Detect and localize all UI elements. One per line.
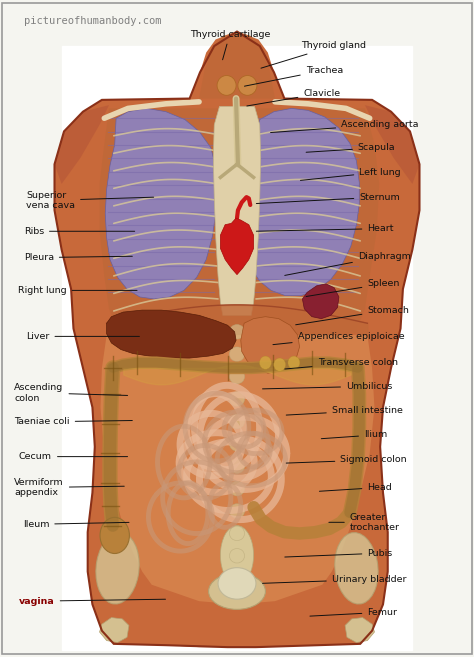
Text: Ribs: Ribs <box>24 227 135 236</box>
Ellipse shape <box>229 571 245 585</box>
Text: Trachea: Trachea <box>245 66 343 86</box>
Polygon shape <box>220 218 254 275</box>
Text: Pleura: Pleura <box>24 253 132 262</box>
Ellipse shape <box>229 392 245 406</box>
Ellipse shape <box>229 549 245 563</box>
Text: Right lung: Right lung <box>18 286 137 295</box>
Ellipse shape <box>229 436 245 451</box>
Polygon shape <box>55 32 419 647</box>
Ellipse shape <box>238 76 257 95</box>
Ellipse shape <box>229 482 245 496</box>
Text: pictureofhumanbody.com: pictureofhumanbody.com <box>24 16 161 26</box>
Text: vagina: vagina <box>19 597 165 606</box>
Text: Superior
vena cava: Superior vena cava <box>26 191 154 210</box>
Text: Taeniae coli: Taeniae coli <box>14 417 132 426</box>
Ellipse shape <box>218 568 256 599</box>
Text: Femur: Femur <box>310 608 397 617</box>
Polygon shape <box>345 618 374 643</box>
Polygon shape <box>105 108 217 299</box>
Text: Liver: Liver <box>26 332 139 341</box>
Text: Ascending
colon: Ascending colon <box>14 383 128 403</box>
Text: Left lung: Left lung <box>301 168 401 181</box>
Text: Small intestine: Small intestine <box>286 406 403 415</box>
Polygon shape <box>244 108 359 296</box>
Ellipse shape <box>96 533 139 604</box>
Text: Diaphragm: Diaphragm <box>285 252 411 275</box>
Ellipse shape <box>229 347 245 361</box>
Ellipse shape <box>288 356 300 369</box>
Ellipse shape <box>229 459 245 474</box>
Ellipse shape <box>220 526 254 585</box>
Text: Pubis: Pubis <box>285 549 392 558</box>
Polygon shape <box>199 32 275 99</box>
Bar <box>62 46 412 650</box>
Ellipse shape <box>229 526 245 541</box>
Ellipse shape <box>217 76 236 95</box>
Ellipse shape <box>259 356 271 369</box>
Text: Sigmoid colon: Sigmoid colon <box>286 455 407 464</box>
Ellipse shape <box>100 518 129 553</box>
Ellipse shape <box>335 533 378 604</box>
Text: Thyroid gland: Thyroid gland <box>261 41 366 68</box>
Polygon shape <box>302 284 339 319</box>
Text: Thyroid cartilage: Thyroid cartilage <box>190 30 270 60</box>
Ellipse shape <box>229 504 245 518</box>
Polygon shape <box>241 317 300 373</box>
Text: Ilium: Ilium <box>321 430 387 440</box>
Text: Ileum: Ileum <box>23 520 129 529</box>
Ellipse shape <box>229 325 245 339</box>
Text: Urinary bladder: Urinary bladder <box>263 575 406 584</box>
Text: Spleen: Spleen <box>306 279 400 296</box>
Text: Umbilicus: Umbilicus <box>263 382 392 391</box>
Ellipse shape <box>229 369 245 384</box>
Polygon shape <box>365 105 419 184</box>
Text: Sternum: Sternum <box>256 193 400 204</box>
Text: Appendices epiploicae: Appendices epiploicae <box>273 332 404 345</box>
Text: Transverse colon: Transverse colon <box>285 358 398 369</box>
Ellipse shape <box>273 358 285 371</box>
Text: Scapula: Scapula <box>306 143 395 152</box>
Polygon shape <box>100 618 129 643</box>
Text: Clavicle: Clavicle <box>247 89 340 106</box>
Polygon shape <box>100 108 379 345</box>
Text: Stomach: Stomach <box>296 306 409 325</box>
Polygon shape <box>213 106 261 315</box>
Text: Ascending aorta: Ascending aorta <box>271 120 419 133</box>
Text: Vermiform
appendix: Vermiform appendix <box>14 478 124 497</box>
Ellipse shape <box>209 573 265 610</box>
Text: Greater
trochanter: Greater trochanter <box>329 512 400 532</box>
Polygon shape <box>100 335 374 604</box>
Polygon shape <box>55 105 109 184</box>
Text: Heart: Heart <box>256 224 394 233</box>
Ellipse shape <box>229 414 245 428</box>
Polygon shape <box>107 310 236 358</box>
Text: Cecum: Cecum <box>19 452 128 461</box>
Text: Head: Head <box>319 483 392 492</box>
